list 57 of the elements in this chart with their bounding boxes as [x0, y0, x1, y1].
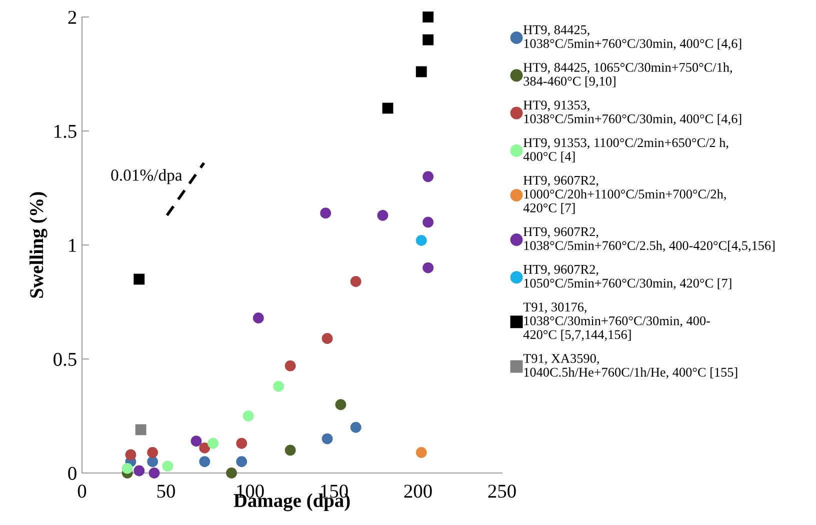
- legend-label: HT9, 9607R2, 1050°C/5min+760°C/30min, 420°C [7]: [523, 264, 732, 290]
- y-tick-label: 0.5: [54, 352, 76, 366]
- point: [422, 171, 434, 182]
- point: [377, 210, 388, 221]
- legend-label: T91, XA3590, 1040C.5h/He+760C/1h/He, 400°C [155]: [523, 354, 738, 379]
- x-tick-label: 0: [78, 484, 86, 498]
- point: [273, 380, 284, 392]
- point: [122, 462, 133, 474]
- x-tick-label: 200: [404, 484, 432, 498]
- legend-label: HT9, 84425, 1038°C/5min+760°C/30min, 400°C [4,6]: [523, 25, 742, 50]
- legend-label: T91, 30176, 1038°C/30min+760°C/30min, 400- 420°C [5,7,144,156]: [523, 302, 710, 341]
- legend-label: HT9, 84425, 1065°C/30min+750°C/1h, 384-460°C [9,10]: [523, 62, 732, 88]
- y-axis-title: Swelling (%): [29, 192, 48, 298]
- x-tick-label: 50: [157, 484, 175, 498]
- point: [284, 444, 296, 456]
- y-tick-label: 1: [69, 238, 76, 252]
- point: [236, 456, 248, 468]
- point: [242, 410, 254, 422]
- legend-label: HT9, 91353, 1038°C/5min+760°C/30min, 400°C [4,6]: [523, 100, 742, 126]
- x-tick-label: 250: [488, 484, 516, 498]
- point: [134, 465, 145, 476]
- point: [162, 460, 174, 472]
- point: [135, 424, 146, 436]
- point: [422, 216, 434, 228]
- point: [422, 12, 434, 22]
- point: [422, 262, 434, 274]
- point: [199, 442, 210, 454]
- point: [147, 456, 158, 468]
- point: [236, 438, 248, 449]
- point: [190, 436, 202, 447]
- point: [252, 312, 264, 324]
- point: [226, 468, 237, 478]
- point: [125, 449, 136, 460]
- point: [322, 433, 333, 444]
- legend-label: HT9, 91353, 1100°C/2min+650°C/2 h, 400°C [4]: [523, 138, 728, 163]
- y-tick-label: 2: [68, 10, 76, 24]
- point: [199, 456, 210, 468]
- point: [416, 447, 427, 458]
- point: [416, 66, 427, 78]
- annotation: 0.01%/dpa: [111, 169, 182, 184]
- point: [320, 208, 332, 219]
- legend-label: HT9, 9607R2, 1000°C/20h+1100°C/5min+700°C/2h, 420°C [7]: [523, 176, 726, 214]
- legend-label: HT9, 9607R2, 1038°C/5min+760°C/2.5h, 400-420°C[4,5,156]: [523, 227, 774, 252]
- point: [148, 468, 160, 478]
- point: [335, 399, 346, 410]
- point: [422, 34, 434, 46]
- point: [208, 438, 219, 449]
- point: [147, 447, 158, 458]
- point: [416, 234, 427, 246]
- point: [382, 102, 394, 114]
- point: [284, 360, 296, 372]
- point: [134, 274, 145, 285]
- point: [350, 276, 362, 287]
- y-tick-label: 1.5: [54, 124, 76, 138]
- point: [322, 333, 333, 344]
- point: [350, 422, 362, 433]
- y-tick-label: 0: [68, 466, 76, 480]
